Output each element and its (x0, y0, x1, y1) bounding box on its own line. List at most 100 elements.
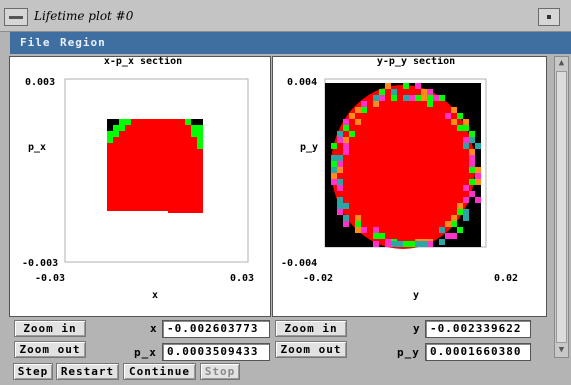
left-xtick-right: 0.03 (230, 273, 254, 284)
right-edge-cell (361, 107, 367, 113)
left-zoom-out-button[interactable]: Zoom out (14, 341, 86, 358)
right-edge-cell (439, 239, 445, 245)
right-edge-cell (337, 161, 343, 167)
right-edge-cell (415, 83, 421, 89)
right-edge-cell (409, 95, 415, 101)
left-edge-cell (107, 137, 113, 143)
left-x-coord-label: x (150, 322, 158, 335)
right-edge-cell (337, 203, 343, 209)
right-zoom-in-button[interactable]: Zoom in (275, 320, 347, 337)
minimize-button[interactable] (538, 8, 560, 26)
right-edge-cell (379, 89, 385, 95)
left-xtick-left: -0.03 (35, 273, 65, 284)
right-edge-cell (451, 119, 457, 125)
right-edge-cell (427, 101, 433, 107)
right-edge-cell (427, 241, 433, 247)
left-core-region (107, 119, 203, 211)
right-y-coord-field[interactable]: -0.002339622 (425, 320, 531, 338)
window-title: Lifetime plot #0 (34, 9, 134, 23)
right-edge-cell (439, 227, 445, 233)
right-edge-cell (427, 95, 433, 101)
window-menu-button[interactable] (4, 8, 28, 26)
right-edge-cell (337, 155, 343, 161)
y-py-plot[interactable]: y-p_y section 0.004 -0.004 p_y -0.02 0.0… (273, 57, 548, 318)
right-edge-cell (337, 131, 343, 137)
right-edge-cell (391, 89, 397, 95)
right-edge-cell (343, 119, 349, 125)
scroll-up-arrow-icon[interactable]: ▲ (558, 58, 565, 68)
right-edge-cell (343, 203, 349, 209)
stop-button: Stop (200, 363, 240, 380)
left-core-tail (168, 207, 203, 213)
x-px-plot[interactable]: x-p_x section 0.003 -0.003 p_x -0.03 0.0… (10, 57, 272, 318)
right-y-coord-label: y (413, 322, 421, 335)
right-xtick-left: -0.02 (303, 273, 333, 284)
right-edge-cell (463, 119, 469, 125)
right-edge-cell (355, 215, 361, 221)
right-edge-cell (463, 137, 469, 143)
right-edge-cell (469, 137, 475, 143)
left-ytick-bottom: -0.003 (22, 258, 58, 269)
left-px-coord-field[interactable]: 0.0003509433 (162, 343, 270, 361)
right-edge-cell (355, 221, 361, 227)
right-edge-cell (361, 227, 367, 233)
right-ytick-bottom: -0.004 (281, 258, 317, 269)
right-edge-cell (475, 197, 481, 203)
right-edge-cell (451, 215, 457, 221)
right-edge-cell (355, 227, 361, 233)
right-edge-cell (361, 101, 367, 107)
right-edge-cell (415, 95, 421, 101)
menu-file[interactable]: File (20, 36, 51, 49)
left-edge-cell (191, 119, 197, 125)
right-edge-cell (469, 155, 475, 161)
left-edge-cell (107, 119, 113, 125)
right-edge-cell (337, 185, 343, 191)
left-edge-cell (197, 131, 203, 137)
left-edge-cell (107, 125, 113, 131)
right-edge-cell (379, 95, 385, 101)
x-px-section-panel: x-p_x section 0.003 -0.003 p_x -0.03 0.0… (9, 56, 271, 317)
vertical-scrollbar[interactable]: ▲ ▼ (554, 56, 569, 358)
right-edge-cell (343, 137, 349, 143)
right-edge-cell (475, 179, 481, 185)
right-edge-cell (349, 113, 355, 119)
left-edge-cell (197, 125, 203, 131)
right-edge-cell (451, 107, 457, 113)
right-plot-title: y-p_y section (377, 57, 455, 67)
right-edge-cell (349, 131, 355, 137)
right-edge-cell (385, 83, 391, 89)
right-edge-cell (463, 209, 469, 215)
right-edge-cell (337, 209, 343, 215)
right-edge-cell (475, 167, 481, 173)
menu-region[interactable]: Region (60, 36, 106, 49)
right-edge-cell (421, 241, 427, 247)
left-edge-cell (113, 119, 119, 125)
right-edge-cell (457, 227, 463, 233)
right-edge-cell (331, 155, 337, 161)
right-edge-cell (463, 143, 469, 149)
left-edge-cell (197, 119, 203, 125)
restart-button[interactable]: Restart (56, 363, 119, 380)
right-edge-cell (469, 149, 475, 155)
right-edge-cell (433, 95, 439, 101)
step-button[interactable]: Step (13, 363, 53, 380)
right-edge-cell (439, 95, 445, 101)
right-edge-cell (397, 241, 403, 247)
right-edge-cell (331, 143, 337, 149)
right-edge-cell (457, 209, 463, 215)
right-edge-cell (409, 241, 415, 247)
right-edge-cell (475, 173, 481, 179)
right-py-coord-field[interactable]: 0.0001660380 (425, 343, 531, 361)
right-edge-cell (373, 233, 379, 239)
left-edge-cell (107, 131, 113, 137)
left-x-coord-field[interactable]: -0.002603773 (162, 320, 270, 338)
continue-button[interactable]: Continue (123, 363, 196, 380)
right-core-region (331, 85, 475, 249)
right-edge-cell (337, 179, 343, 185)
scroll-down-arrow-icon[interactable]: ▼ (558, 345, 565, 355)
right-edge-cell (331, 167, 337, 173)
right-zoom-out-button[interactable]: Zoom out (275, 341, 347, 358)
left-zoom-in-button[interactable]: Zoom in (14, 320, 86, 337)
right-edge-cell (469, 179, 475, 185)
scroll-thumb[interactable] (556, 71, 567, 343)
